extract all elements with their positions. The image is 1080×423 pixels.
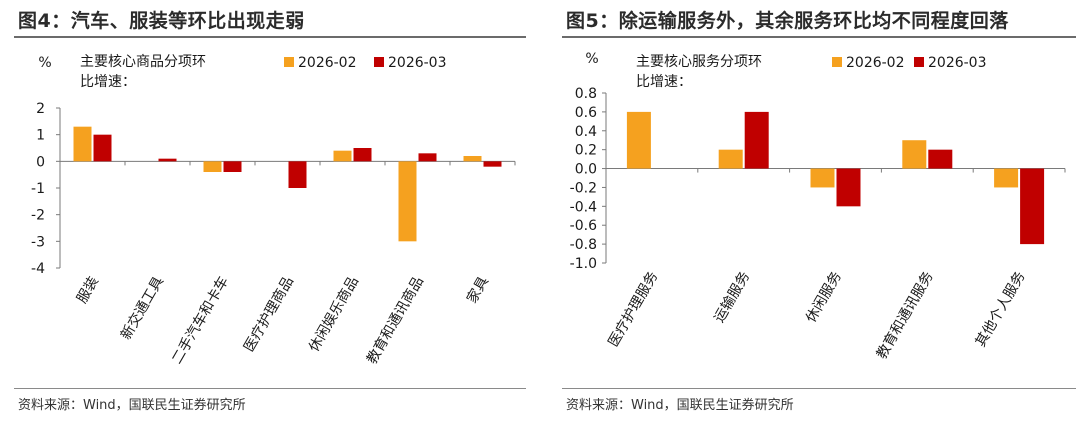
x-category-label: 休闲娱乐商品 (306, 274, 362, 355)
legend-swatch (284, 57, 294, 67)
bar-2026-03 (928, 149, 953, 169)
y-tick-label: -0.8 (570, 237, 597, 253)
x-category-label: 二手汽车和卡车 (168, 274, 232, 367)
services-bar-chart: % 主要核心服务分项环比增速： 2026-02 2026-03 0.8 0.6 0.4 0.2… (570, 51, 1066, 362)
bar-2026-03 (158, 158, 177, 162)
y-tick-label: -0.6 (570, 218, 597, 234)
x-category-label: 医疗护理服务 (606, 269, 662, 350)
y-tick-label: -0.2 (570, 180, 597, 196)
bar-2026-02 (203, 161, 222, 172)
y-tick-label: 0.4 (575, 124, 597, 140)
bar-2026-03 (223, 161, 242, 172)
y-tick-label: -0.4 (570, 199, 597, 215)
chart-panel-goods: 图4：汽车、服装等环比出现走弱 % 主要核心商品分项环比增速： 2026-02 202… (0, 0, 530, 423)
legend-swatch (374, 57, 384, 67)
y-tick-label: 0.2 (575, 143, 597, 159)
y-tick-label: 2 (36, 101, 45, 117)
bar-2026-02 (398, 161, 417, 242)
chart-panel-services: 图5：除运输服务外，其余服务环比均不同程度回落 % 主要核心服务分项环比增速： 20… (548, 0, 1080, 423)
x-category-label: 家具 (463, 274, 492, 307)
chart-title: 图5：除运输服务外，其余服务环比均不同程度回落 (566, 10, 1009, 32)
y-tick-label: 0 (36, 154, 45, 170)
bar-2026-02 (73, 126, 92, 162)
legend-swatch (832, 57, 842, 67)
x-category-label: 新交通工具 (117, 274, 167, 343)
y-tick-label: 0.8 (575, 86, 597, 102)
x-category-label: 医疗护理商品 (241, 274, 297, 355)
source-note: 资料来源：Wind，国联民生证券研究所 (566, 398, 794, 413)
bar-2026-03 (1020, 168, 1045, 245)
y-tick-label: -2 (31, 208, 45, 224)
y-tick-label: 0.0 (575, 162, 597, 178)
y-tick-label: -1 (31, 181, 45, 197)
y-tick-label: -4 (31, 261, 45, 277)
title-divider (14, 36, 526, 38)
y-axis-title: 主要核心服务分项环比增速： (636, 54, 762, 90)
bar-2026-02 (626, 111, 651, 169)
legend-label: 2026-02 (846, 55, 905, 71)
bar-2026-03 (288, 161, 307, 188)
legend-label: 2026-03 (388, 55, 447, 71)
legend-label: 2026-02 (298, 55, 357, 71)
y-tick-label: -1.0 (570, 256, 597, 272)
source-note: 资料来源：Wind，国联民生证券研究所 (18, 398, 246, 413)
bar-2026-02 (333, 150, 352, 162)
x-category-label: 服装 (74, 274, 102, 306)
bar-2026-03 (836, 168, 861, 207)
x-category-label: 教育和通讯服务 (874, 269, 937, 362)
bar-2026-02 (463, 156, 482, 162)
title-divider (562, 36, 1076, 38)
bar-2026-03 (418, 153, 437, 162)
bar-2026-03 (744, 111, 769, 169)
x-category-label: 休闲服务 (803, 269, 845, 325)
bar-2026-02 (718, 149, 743, 169)
y-tick-label: 0.6 (575, 105, 597, 121)
source-divider (562, 388, 1076, 389)
legend-label: 2026-03 (928, 55, 987, 71)
bar-2026-03 (483, 161, 502, 167)
y-axis-title: 主要核心商品分项环比增速： (80, 54, 206, 90)
bar-2026-03 (93, 134, 112, 162)
source-divider (14, 388, 526, 389)
y-tick-label: -3 (31, 234, 45, 250)
x-category-label: 运输服务 (711, 269, 753, 325)
bar-2026-02 (810, 168, 835, 188)
y-tick-label: 1 (36, 128, 45, 144)
y-unit-label: % (585, 51, 598, 67)
bar-2026-03 (353, 148, 372, 162)
goods-bar-chart: % 主要核心商品分项环比增速： 2026-02 2026-03 2 1 0 -1 -2 -3 -4 服… (31, 54, 516, 367)
x-category-label: 教育和通讯商品 (364, 274, 427, 367)
x-category-label: 其他个人服务 (973, 269, 1029, 350)
bar-2026-02 (902, 140, 927, 169)
bar-2026-02 (994, 168, 1019, 188)
y-unit-label: % (38, 55, 51, 71)
legend-swatch (914, 57, 924, 67)
chart-title: 图4：汽车、服装等环比出现走弱 (18, 10, 305, 32)
